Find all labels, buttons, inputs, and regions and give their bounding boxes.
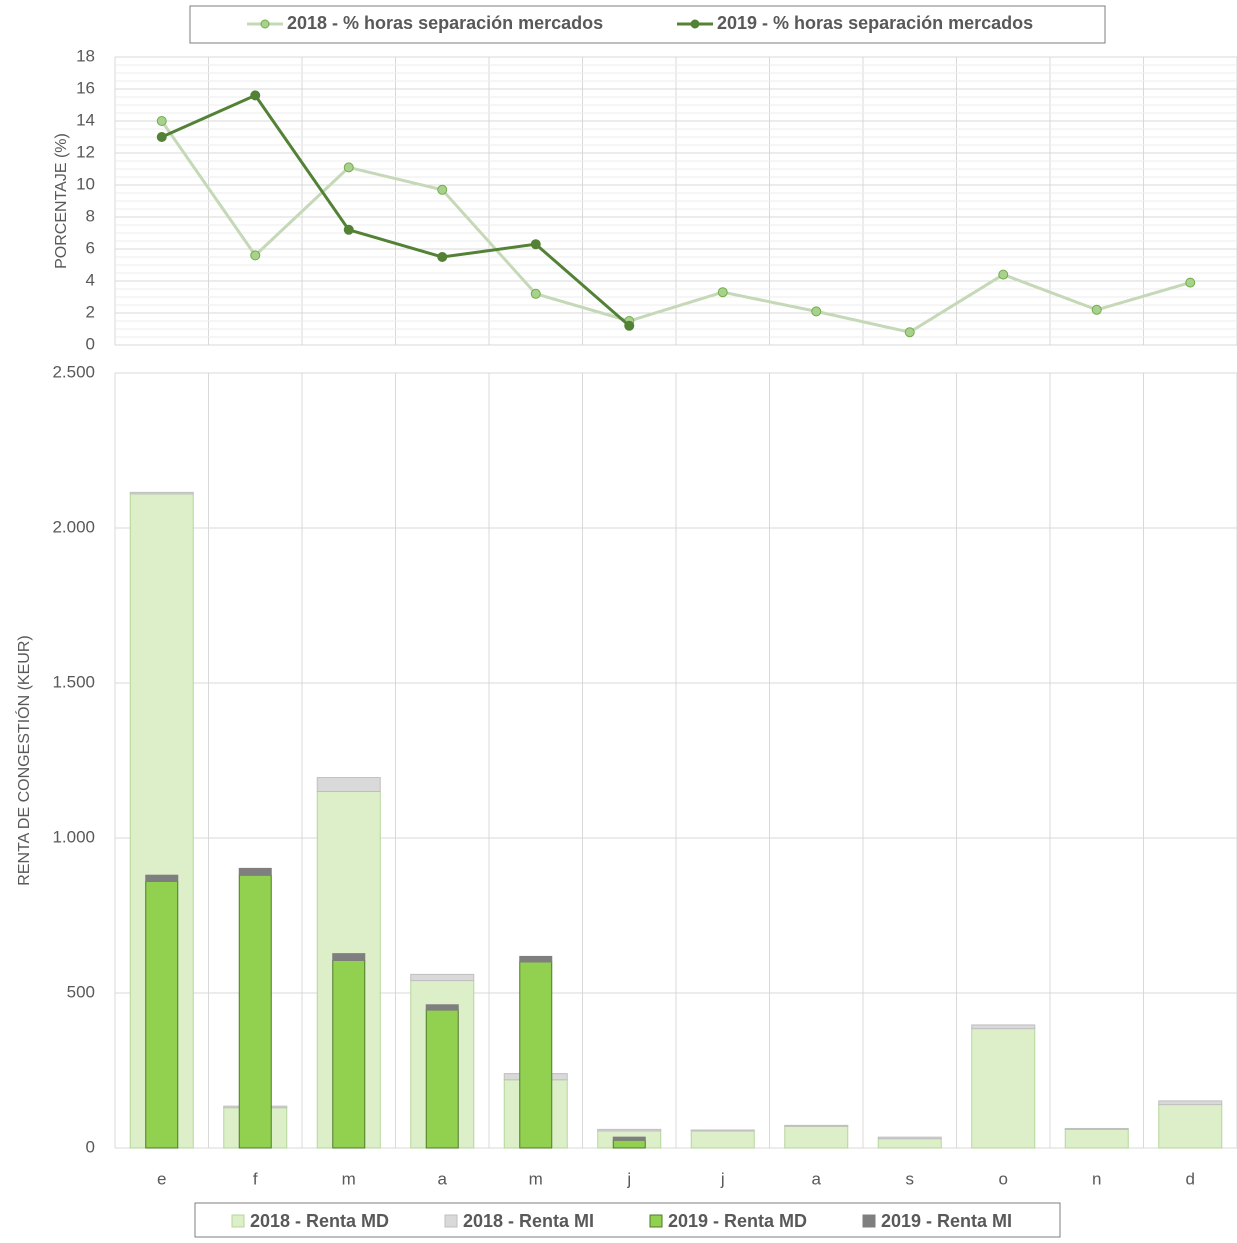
y-tick-label: 0 (86, 334, 95, 353)
bar (612, 1139, 646, 1149)
point (624, 320, 635, 331)
legend-label: 2019 - % horas separación mercados (717, 13, 1033, 33)
point (250, 250, 261, 261)
bar (425, 1004, 459, 1011)
x-tick-label: d (1186, 1169, 1195, 1188)
y-tick-label: 2.000 (52, 517, 95, 536)
bar (784, 1124, 849, 1127)
legend-marker (690, 19, 700, 29)
x-tick-label: m (342, 1169, 356, 1188)
point (250, 90, 261, 101)
y-axis-label: PORCENTAJE (%) (53, 133, 70, 269)
bar (690, 1129, 755, 1132)
bar (612, 1136, 646, 1141)
x-tick-label: s (906, 1169, 915, 1188)
y-tick-label: 4 (86, 270, 95, 289)
legend-label: 2018 - % horas separación mercados (287, 13, 603, 33)
bar (784, 1125, 849, 1149)
x-tick-label: n (1092, 1169, 1101, 1188)
bar (410, 973, 475, 982)
y-tick-label: 6 (86, 238, 95, 257)
x-tick-label: o (999, 1169, 1008, 1188)
y-tick-label: 14 (76, 110, 95, 129)
point (343, 162, 354, 173)
point (530, 239, 541, 250)
point (156, 116, 167, 126)
bar (316, 777, 381, 792)
x-tick-label: m (529, 1169, 543, 1188)
x-tick-label: a (812, 1169, 822, 1188)
y-tick-label: 12 (76, 142, 95, 161)
legend-label: 2019 - Renta MD (668, 1211, 807, 1231)
series-line (161, 93, 631, 327)
point (1091, 304, 1102, 315)
x-tick-label: e (157, 1169, 166, 1188)
y-tick-label: 16 (76, 78, 95, 97)
legend-swatch (231, 1214, 245, 1228)
bar (1158, 1100, 1223, 1106)
bar (877, 1138, 942, 1149)
bar (332, 959, 366, 1149)
point (1185, 277, 1196, 288)
bar (971, 1024, 1036, 1030)
y-tick-label: 2 (86, 302, 95, 321)
series-line (160, 120, 1191, 334)
legend-box (194, 1202, 1061, 1238)
bar (1158, 1104, 1223, 1149)
y-tick-label: 2.500 (52, 362, 95, 381)
bar (971, 1028, 1036, 1149)
y-tick-label: 1.500 (52, 672, 95, 691)
y-tick-label: 500 (67, 982, 95, 1001)
bar (519, 955, 553, 963)
bar (145, 874, 179, 882)
point (156, 132, 167, 142)
legend-marker (260, 19, 270, 29)
legend-label: 2018 - Renta MI (463, 1211, 594, 1231)
bar (425, 1009, 459, 1149)
point (811, 306, 822, 317)
bar (877, 1136, 942, 1140)
legend-box (189, 5, 1106, 44)
point (343, 224, 354, 235)
y-tick-label: 1.000 (52, 827, 95, 846)
y-tick-label: 10 (76, 174, 95, 193)
point (437, 184, 448, 195)
bar (129, 491, 194, 495)
x-tick-label: a (438, 1169, 448, 1188)
y-axis-label: RENTA DE CONGESTIÓN (KEUR) (14, 635, 33, 885)
point (904, 327, 915, 338)
legend-label: 2018 - Renta MD (250, 1211, 389, 1231)
legend-swatch (862, 1214, 876, 1228)
y-tick-label: 8 (86, 206, 95, 225)
bar (1064, 1128, 1129, 1149)
bar (145, 880, 179, 1149)
x-tick-label: f (253, 1169, 258, 1188)
legend-swatch (649, 1214, 663, 1228)
point (998, 269, 1009, 280)
bar (690, 1130, 755, 1149)
x-tick-label: j (720, 1169, 725, 1188)
y-tick-label: 0 (86, 1137, 95, 1156)
bar (597, 1128, 662, 1132)
x-tick-label: j (626, 1169, 631, 1188)
bar (238, 874, 272, 1149)
bar (332, 953, 366, 961)
bar (1064, 1127, 1129, 1130)
y-tick-label: 18 (76, 46, 95, 65)
bar (238, 867, 272, 876)
point (530, 288, 541, 299)
legend-swatch (444, 1214, 458, 1228)
legend-label: 2019 - Renta MI (881, 1211, 1012, 1231)
point (437, 252, 448, 262)
bar (519, 961, 553, 1149)
point (717, 287, 728, 298)
